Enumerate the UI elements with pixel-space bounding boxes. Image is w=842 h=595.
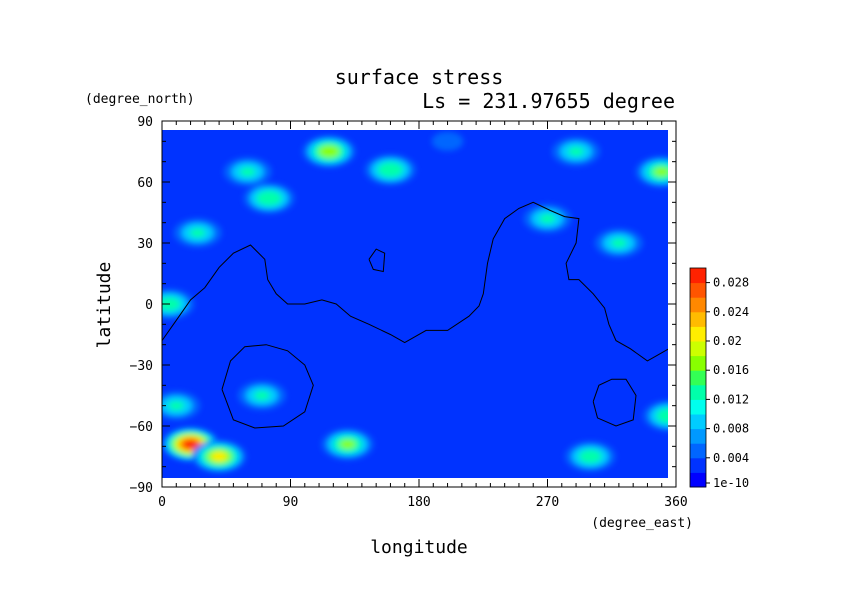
- contour-line: [221, 344, 314, 429]
- colorbar-tick-label: 0.004: [713, 451, 749, 465]
- x-units-label: (degree_east): [591, 516, 693, 531]
- field-background: [162, 130, 668, 478]
- x-tick-label: 270: [536, 495, 559, 510]
- contour-line: [162, 201, 668, 362]
- y-tick-label: 30: [137, 237, 153, 252]
- colorbar-frame: [689, 267, 707, 488]
- field-level: [182, 439, 199, 449]
- colorbar-tick-label: 0.012: [713, 392, 749, 406]
- chart-title: surface stress: [335, 65, 504, 89]
- field-level: [189, 228, 206, 238]
- field-feature: [223, 157, 272, 187]
- colorbar-tick-label: 0.008: [713, 422, 749, 436]
- field-level: [656, 408, 668, 424]
- y-axis-ticks: 90 60 30 0 −30 −60 −90: [130, 115, 676, 496]
- colorbar-swatch: [690, 326, 706, 342]
- field-feature: [302, 135, 356, 168]
- field-feature: [635, 156, 668, 188]
- colorbar-swatch: [690, 282, 706, 298]
- field-feature: [173, 218, 222, 248]
- colorbar-swatch: [690, 472, 706, 488]
- field-feature: [162, 289, 195, 319]
- x-tick-label: 180: [407, 495, 430, 510]
- colorbar-swatch: [690, 399, 706, 415]
- field-level: [377, 162, 403, 178]
- y-tick-label: 60: [137, 176, 153, 191]
- field-feature: [523, 204, 572, 233]
- contour-line: [592, 378, 637, 427]
- y-tick-label: 90: [137, 115, 153, 130]
- x-axis-ticks: 0 90 180 270 360: [158, 121, 688, 510]
- colorbar-tick-label: 1e-10: [713, 476, 749, 490]
- field-level: [168, 401, 184, 411]
- field-level: [611, 238, 627, 248]
- field-level: [254, 390, 270, 401]
- y-units-label: (degree_north): [85, 92, 195, 107]
- field-level: [649, 404, 668, 428]
- field-level: [654, 167, 668, 177]
- field-feature: [595, 228, 643, 258]
- field-level: [568, 146, 584, 157]
- field-level: [162, 297, 181, 311]
- field-feature: [643, 400, 668, 432]
- field-feature: [321, 428, 374, 460]
- colorbar-swatch: [690, 384, 706, 400]
- colorbar-swatch: [690, 297, 706, 313]
- field-feature: [365, 154, 416, 186]
- colorbar-swatch: [690, 311, 706, 327]
- chart-subtitle: Ls = 231.97655 degree: [422, 89, 675, 113]
- y-tick-label: −60: [130, 420, 153, 435]
- field-level: [579, 449, 602, 464]
- field-level: [239, 167, 256, 177]
- y-tick-label: 0: [145, 298, 153, 313]
- y-tick-label: −90: [130, 481, 153, 496]
- colorbar-tick-label: 0.028: [713, 276, 749, 290]
- field-level: [256, 190, 282, 206]
- field-level: [318, 145, 340, 158]
- colorbar-tick-label: 0.02: [713, 334, 742, 348]
- colorbar-swatch: [690, 443, 706, 459]
- field-feature: [431, 131, 464, 151]
- field-level: [339, 439, 356, 449]
- coastline-contours: [162, 201, 668, 429]
- colorbar-swatch: [690, 268, 706, 284]
- contour-line: [368, 248, 386, 273]
- y-axis-title: latitude: [94, 262, 115, 349]
- colorbar-swatch: [690, 428, 706, 444]
- field-feature: [238, 381, 286, 410]
- field-feature: [162, 391, 201, 420]
- x-tick-label: 90: [283, 495, 299, 510]
- colorbar-tick-label: 0.016: [713, 363, 749, 377]
- field-level: [431, 131, 464, 151]
- field-feature: [565, 441, 616, 472]
- colorbar-tick-label: 0.024: [713, 305, 749, 319]
- heatmap-field: [162, 131, 668, 473]
- field-feature: [552, 137, 600, 166]
- colorbar-swatch: [690, 370, 706, 386]
- field-level: [211, 451, 227, 462]
- x-tick-label: 0: [158, 495, 166, 510]
- field-level: [539, 214, 556, 224]
- colorbar-swatch: [690, 355, 706, 371]
- x-axis-title: longitude: [370, 537, 468, 558]
- field-blobs: [162, 131, 668, 473]
- colorbar-swatch: [690, 341, 706, 357]
- colorbar: 1e-10 0.004 0.008 0.012 0.016 0.02 0.024 0.028: [689, 267, 749, 490]
- colorbar-swatch: [690, 414, 706, 430]
- plot-background: [162, 130, 668, 478]
- field-feature: [192, 440, 247, 473]
- colorbar-swatch: [690, 457, 706, 473]
- y-tick-label: −30: [130, 359, 153, 374]
- field-feature: [243, 182, 295, 214]
- x-tick-label: 360: [664, 495, 687, 510]
